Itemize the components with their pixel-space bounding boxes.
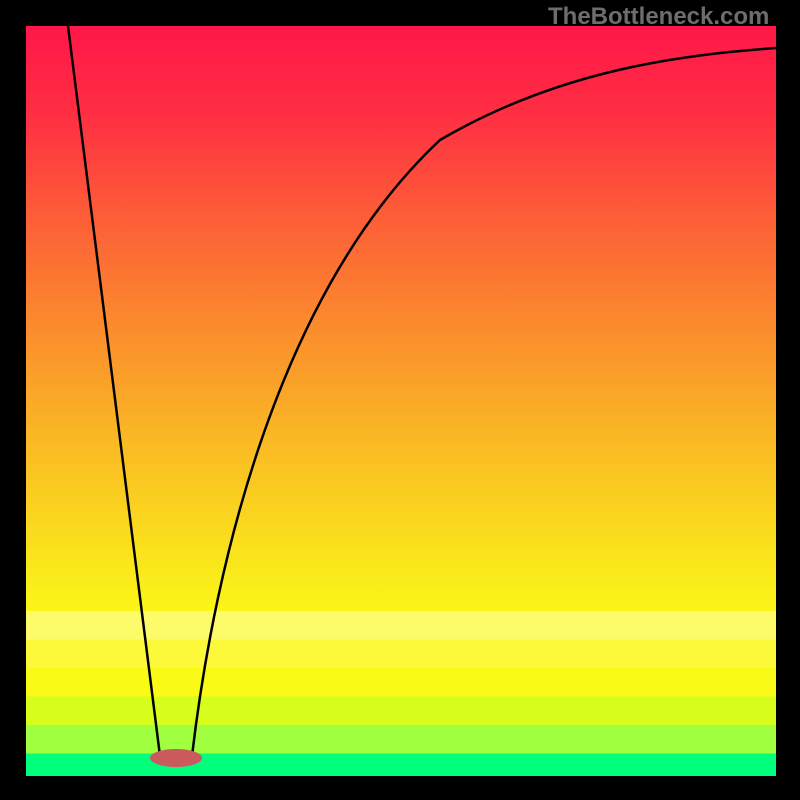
bottleneck-chart <box>0 0 800 800</box>
gradient-background <box>26 26 776 776</box>
watermark-label: TheBottleneck.com <box>548 3 769 31</box>
chart-svg <box>0 0 800 800</box>
optimal-marker <box>150 749 202 767</box>
